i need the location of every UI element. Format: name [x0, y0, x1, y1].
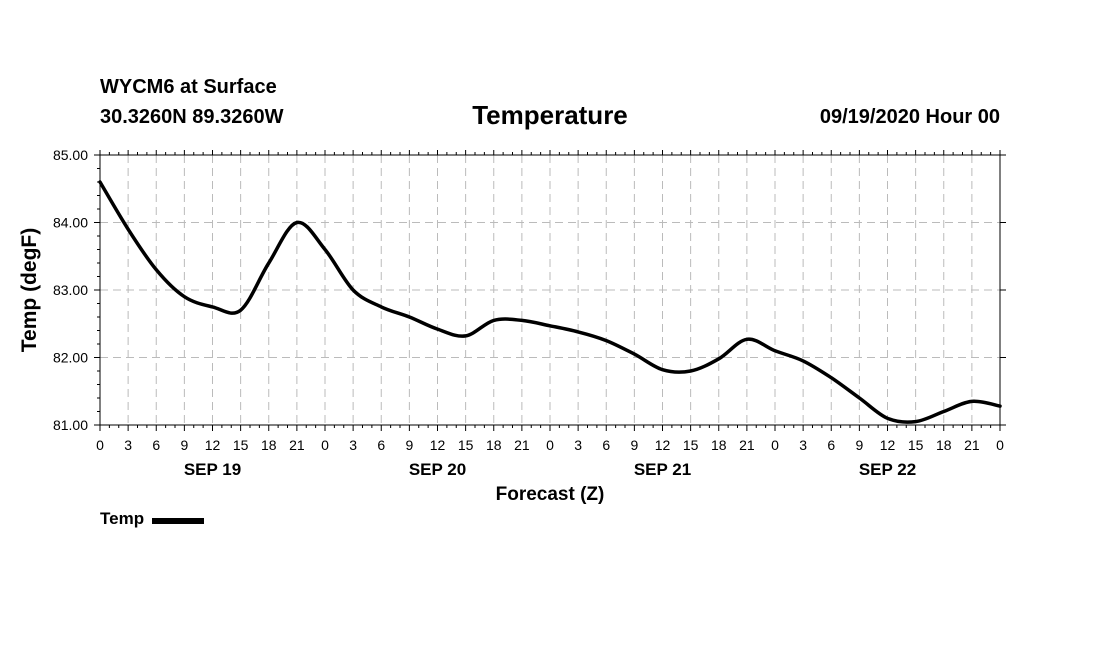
- x-tick-label: 15: [683, 437, 699, 453]
- station-label: WYCM6 at Surface: [100, 76, 277, 98]
- x-tick-label: 0: [321, 437, 329, 453]
- x-tick-label: 0: [546, 437, 554, 453]
- x-tick-label: 21: [739, 437, 755, 453]
- legend: Temp: [100, 509, 205, 529]
- y-axis-label: Temp (degF): [18, 228, 41, 352]
- legend-label: Temp: [100, 509, 145, 528]
- x-tick-label: 3: [574, 437, 582, 453]
- x-tick-label: 0: [771, 437, 779, 453]
- x-tick-label: 21: [964, 437, 980, 453]
- axis-layer: 81.00 82.00 83.00 84.00 85.00 0 3 6 9 12 15 18 21 0 3 6…: [53, 147, 1006, 479]
- x-tick-label: 3: [124, 437, 132, 453]
- x-tick-label: 3: [799, 437, 807, 453]
- x-tick-label: 6: [377, 437, 385, 453]
- x-tick-label: 9: [855, 437, 863, 453]
- day-label: SEP 21: [634, 460, 691, 479]
- x-tick-label: 3: [349, 437, 357, 453]
- x-tick-label: 9: [405, 437, 413, 453]
- x-tick-label: 12: [655, 437, 671, 453]
- x-tick-label: 12: [430, 437, 446, 453]
- legend-line-swatch: [152, 517, 205, 524]
- x-tick-label: 12: [205, 437, 221, 453]
- x-tick-label: 18: [261, 437, 277, 453]
- forecast-datetime-label: 09/19/2020 Hour 00: [819, 106, 1000, 128]
- day-label: SEP 20: [409, 460, 466, 479]
- y-tick-label: 84.00: [53, 215, 88, 231]
- x-tick-label: 0: [996, 437, 1004, 453]
- x-tick-label: 18: [936, 437, 952, 453]
- x-tick-label: 9: [630, 437, 638, 453]
- x-tick-label: 9: [180, 437, 188, 453]
- series-layer: [98, 180, 1002, 424]
- x-axis-label: Forecast (Z): [496, 484, 605, 505]
- y-tick-label: 83.00: [53, 282, 88, 298]
- y-tick-label: 85.00: [53, 147, 88, 163]
- grid-layer: [100, 155, 1000, 425]
- x-tick-label: 6: [827, 437, 835, 453]
- chart-title: Temperature: [472, 100, 628, 130]
- day-label: SEP 19: [184, 460, 241, 479]
- x-tick-label: 18: [711, 437, 727, 453]
- x-tick-label: 18: [486, 437, 502, 453]
- x-tick-label: 0: [96, 437, 104, 453]
- x-tick-label: 6: [602, 437, 610, 453]
- temp-series-line: [98, 180, 1002, 424]
- y-tick-label: 81.00: [53, 417, 88, 433]
- x-tick-label: 21: [289, 437, 305, 453]
- x-tick-label: 21: [514, 437, 530, 453]
- x-tick-label: 6: [152, 437, 160, 453]
- x-tick-label: 15: [458, 437, 474, 453]
- y-tick-label: 82.00: [53, 350, 88, 366]
- x-tick-label: 15: [233, 437, 249, 453]
- x-tick-label: 15: [908, 437, 924, 453]
- coordinates-label: 30.3260N 89.3260W: [100, 106, 284, 128]
- day-label: SEP 22: [859, 460, 916, 479]
- x-tick-label: 12: [880, 437, 896, 453]
